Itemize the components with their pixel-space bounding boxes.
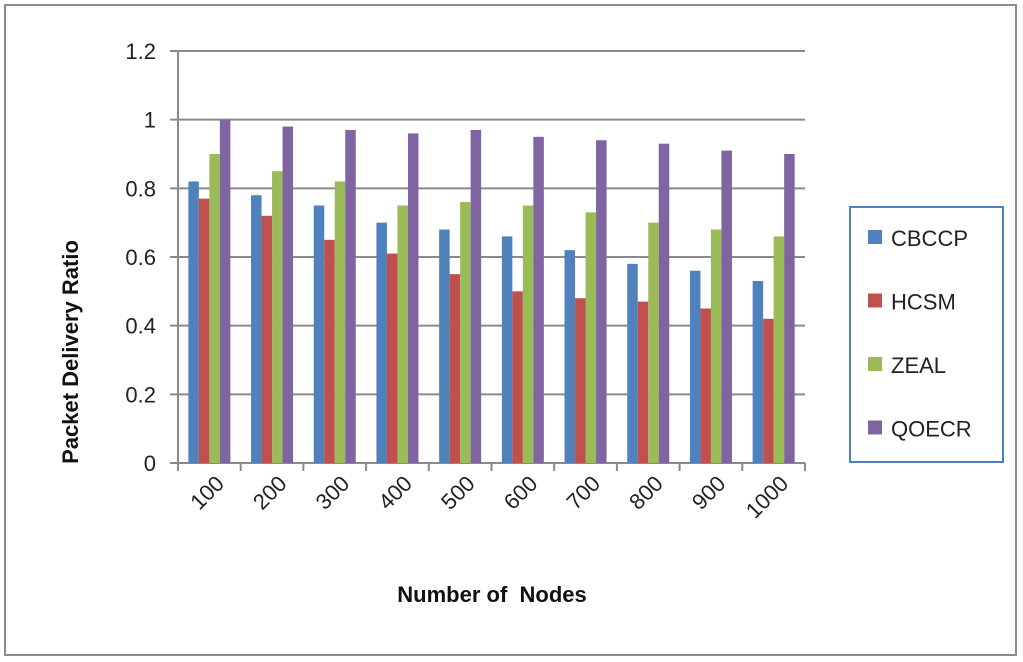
bar-zeal-500 (460, 202, 471, 464)
x-tick-label: 600 (499, 471, 543, 515)
bar-zeal-800 (648, 222, 659, 463)
y-tick-label: 0.8 (125, 176, 156, 201)
y-tick-label: 0.4 (125, 314, 156, 339)
y-tick-label: 1.2 (125, 39, 156, 64)
x-tick-label: 800 (624, 471, 668, 515)
bar-hcsm-500 (449, 274, 461, 463)
bar-qoecr-1000 (784, 154, 795, 463)
x-tick-label: 300 (311, 471, 355, 515)
bar-cbccp-1000 (752, 281, 764, 463)
legend-label-qoecr: QOECR (891, 417, 972, 442)
bars (188, 119, 795, 464)
legend-box (849, 206, 1004, 463)
bar-zeal-600 (522, 205, 534, 463)
bar-zeal-1000 (773, 236, 785, 463)
bar-hcsm-600 (512, 291, 523, 463)
x-tick-label: 900 (687, 471, 731, 515)
bar-qoecr-500 (470, 129, 482, 463)
x-tick-label: 100 (185, 471, 229, 515)
bar-hcsm-1000 (763, 318, 774, 463)
bar-qoecr-800 (658, 143, 670, 463)
y-tick-label: 0.6 (125, 245, 156, 270)
bar-hcsm-900 (700, 308, 711, 463)
axes (177, 51, 806, 471)
bar-qoecr-600 (533, 136, 544, 464)
bar-hcsm-100 (198, 198, 210, 463)
bar-zeal-300 (334, 181, 346, 463)
bar-cbccp-900 (689, 270, 701, 463)
x-tick-label: 1000 (741, 471, 793, 523)
bar-zeal-700 (585, 212, 597, 463)
bar-cbccp-700 (564, 250, 576, 463)
bar-cbccp-600 (501, 236, 513, 463)
bar-zeal-900 (710, 229, 722, 463)
y-tick-label: 0.2 (125, 382, 156, 407)
bar-qoecr-300 (345, 129, 356, 463)
bar-hcsm-700 (575, 298, 586, 463)
bar-qoecr-200 (282, 126, 294, 464)
bar-qoecr-400 (407, 133, 419, 463)
bar-zeal-200 (272, 171, 283, 463)
bar-cbccp-500 (439, 229, 450, 463)
x-axis-title: Number of Nodes (397, 582, 586, 607)
bar-hcsm-300 (324, 239, 335, 463)
bar-qoecr-700 (596, 140, 607, 463)
bar-cbccp-200 (251, 195, 262, 463)
legend-swatch-hcsm (868, 293, 882, 308)
y-axis-title: Packet Delivery Ratio (58, 240, 83, 464)
legend-label-cbccp: CBCCP (891, 226, 968, 251)
y-tick-label: 0 (144, 451, 156, 476)
bar-cbccp-800 (627, 263, 638, 463)
legend-swatch-qoecr (868, 420, 882, 435)
bar-cbccp-400 (376, 222, 387, 463)
bar-qoecr-900 (721, 150, 732, 464)
bar-zeal-100 (209, 154, 220, 463)
y-tick-label: 1 (144, 108, 156, 133)
bar-hcsm-800 (637, 301, 649, 463)
x-tick-label: 500 (436, 471, 480, 515)
legend-swatch-cbccp (868, 230, 882, 244)
bar-hcsm-200 (261, 215, 273, 463)
legend: CBCCP HCSM ZEAL QOECR (849, 206, 1004, 463)
bar-hcsm-400 (386, 253, 398, 463)
x-tick-labels: 100 200 300 400 500 600 700 800 900 1000 (185, 471, 793, 523)
bar-qoecr-100 (219, 119, 231, 464)
bar-zeal-400 (397, 205, 408, 463)
legend-label-hcsm: HCSM (891, 290, 956, 315)
bar-cbccp-100 (188, 181, 199, 463)
x-tick-label: 700 (561, 471, 605, 515)
legend-swatch-zeal (868, 357, 882, 371)
y-tick-labels: 0 0.2 0.4 0.6 0.8 1 1.2 (125, 39, 156, 476)
x-tick-label: 200 (248, 471, 292, 515)
legend-label-zeal: ZEAL (891, 353, 946, 378)
bar-cbccp-300 (313, 205, 325, 463)
x-tick-label: 400 (373, 471, 417, 515)
